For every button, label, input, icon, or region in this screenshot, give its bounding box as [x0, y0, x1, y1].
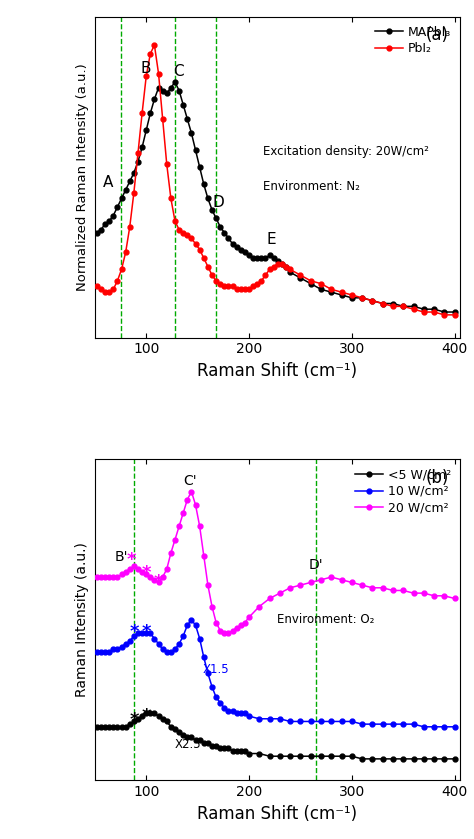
10 W/cm² [308, 717, 313, 727]
Text: Excitation density: 20W/cm²: Excitation density: 20W/cm² [263, 145, 428, 158]
X-axis label: Raman Shift (cm⁻¹): Raman Shift (cm⁻¹) [197, 362, 357, 380]
PbI₂ [152, 40, 157, 50]
Text: C: C [173, 65, 183, 79]
Text: Environment: O₂: Environment: O₂ [277, 613, 374, 627]
20 W/cm² [94, 572, 100, 582]
<5 W/cm² [431, 754, 437, 764]
10 W/cm² [370, 719, 375, 729]
<5 W/cm² [308, 751, 313, 761]
PbI₂ [94, 281, 100, 291]
Text: (b): (b) [426, 469, 449, 487]
Line: <5 W/cm²: <5 W/cm² [94, 711, 457, 761]
MAPbI₃ [267, 250, 273, 260]
Text: C': C' [183, 473, 197, 487]
Text: X2.5: X2.5 [175, 737, 201, 751]
MAPbI₃ [205, 194, 211, 204]
20 W/cm² [221, 628, 227, 638]
<5 W/cm² [152, 708, 157, 718]
PbI₂ [242, 284, 248, 294]
MAPbI₃ [452, 307, 457, 317]
PbI₂ [267, 264, 273, 274]
MAPbI₃ [242, 248, 248, 258]
Line: 10 W/cm²: 10 W/cm² [94, 618, 457, 729]
Y-axis label: Normalized Raman Intensity (a.u.): Normalized Raman Intensity (a.u.) [76, 63, 89, 291]
20 W/cm² [152, 575, 157, 585]
20 W/cm² [147, 572, 153, 582]
Legend: <5 W/cm², 10 W/cm², 20 W/cm²: <5 W/cm², 10 W/cm², 20 W/cm² [353, 466, 454, 517]
MAPbI₃ [226, 233, 231, 243]
PbI₂ [226, 281, 231, 291]
20 W/cm² [189, 487, 194, 497]
20 W/cm² [380, 583, 385, 593]
Text: A: A [103, 175, 113, 190]
Text: B: B [141, 61, 152, 76]
10 W/cm² [452, 722, 457, 732]
10 W/cm² [94, 647, 100, 657]
MAPbI₃ [172, 77, 178, 87]
<5 W/cm² [267, 751, 273, 761]
<5 W/cm² [94, 722, 100, 732]
Text: X1.5: X1.5 [203, 663, 229, 676]
PbI₂ [127, 221, 133, 232]
Text: *: * [141, 707, 151, 725]
<5 W/cm² [143, 708, 149, 718]
Legend: MAPbI₃, PbI₂: MAPbI₃, PbI₂ [373, 23, 454, 58]
MAPbI₃ [263, 253, 268, 263]
Line: PbI₂: PbI₂ [94, 43, 457, 317]
MAPbI₃ [441, 307, 447, 317]
Text: E: E [267, 232, 276, 247]
<5 W/cm² [380, 754, 385, 764]
Text: B': B' [115, 550, 128, 564]
20 W/cm² [318, 575, 324, 585]
<5 W/cm² [155, 711, 161, 722]
20 W/cm² [431, 591, 437, 601]
Text: (a): (a) [426, 26, 449, 44]
Text: D': D' [309, 558, 323, 571]
MAPbI₃ [94, 227, 100, 237]
Text: D: D [212, 195, 224, 210]
20 W/cm² [277, 588, 283, 598]
MAPbI₃ [127, 176, 133, 186]
Y-axis label: Raman Intensity (a.u.): Raman Intensity (a.u.) [75, 543, 89, 697]
Text: *: * [141, 623, 151, 641]
Text: *: * [154, 573, 163, 591]
PbI₂ [263, 270, 268, 280]
10 W/cm² [189, 615, 194, 625]
10 W/cm² [431, 722, 437, 732]
Text: *: * [141, 564, 151, 582]
Text: *: * [129, 623, 138, 641]
Text: *: * [129, 711, 138, 729]
20 W/cm² [452, 593, 457, 603]
Line: 20 W/cm²: 20 W/cm² [94, 489, 457, 636]
Text: *: * [127, 550, 137, 569]
<5 W/cm² [452, 754, 457, 764]
Line: MAPbI₃: MAPbI₃ [94, 80, 457, 315]
10 W/cm² [152, 633, 157, 644]
10 W/cm² [421, 722, 427, 732]
PbI₂ [205, 262, 211, 272]
PbI₂ [441, 310, 447, 320]
<5 W/cm² [359, 754, 365, 764]
10 W/cm² [147, 628, 153, 638]
X-axis label: Raman Shift (cm⁻¹): Raman Shift (cm⁻¹) [197, 805, 357, 823]
10 W/cm² [267, 714, 273, 724]
Text: Environment: N₂: Environment: N₂ [263, 180, 360, 193]
PbI₂ [452, 310, 457, 320]
